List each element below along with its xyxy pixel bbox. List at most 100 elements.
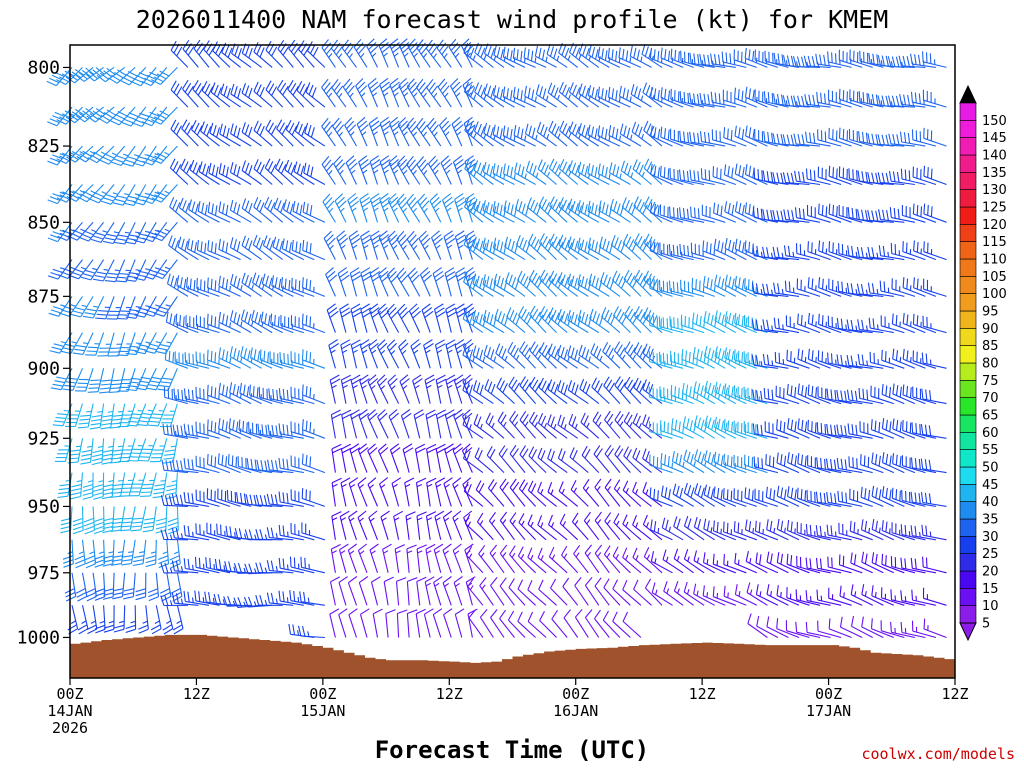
- barb-full: [300, 165, 305, 177]
- wind-barb: [377, 339, 389, 369]
- barb-full: [408, 234, 417, 243]
- barb-full: [282, 424, 285, 435]
- barb-full: [130, 377, 142, 380]
- barb-full: [499, 241, 504, 253]
- wind-barb: [382, 543, 392, 573]
- barb-full: [369, 81, 379, 90]
- barb-full: [132, 517, 144, 520]
- barb-half: [253, 568, 257, 574]
- barb-half: [145, 341, 151, 344]
- wind-barb: [110, 506, 126, 533]
- barb-half: [390, 350, 396, 355]
- barb-full: [489, 165, 494, 177]
- barb-full: [345, 155, 355, 164]
- barb-half: [180, 598, 184, 605]
- barb-full: [255, 562, 260, 573]
- barb-full: [572, 449, 578, 460]
- wind-barb: [293, 161, 315, 185]
- barb-full: [229, 162, 234, 173]
- barb-full: [422, 237, 431, 246]
- barb-staff: [402, 449, 410, 473]
- barb-full: [592, 311, 597, 322]
- barb-full: [502, 163, 506, 174]
- wind-barb: [302, 239, 326, 261]
- barb-full: [378, 342, 388, 351]
- barb-staff: [425, 414, 431, 439]
- barb-full: [399, 120, 408, 129]
- barb-full: [82, 488, 93, 492]
- barb-half: [405, 483, 411, 488]
- barb-full: [445, 303, 456, 310]
- barb-full: [653, 127, 657, 138]
- barb-full: [358, 155, 368, 163]
- wind-barb: [183, 525, 210, 541]
- barb-full: [151, 119, 161, 125]
- barb-half: [360, 53, 365, 58]
- barb-half: [606, 552, 611, 558]
- barb-full: [636, 380, 642, 391]
- barb-full: [623, 411, 630, 422]
- wind-barb: [428, 155, 442, 185]
- barb-full: [538, 377, 544, 388]
- barb-half: [103, 268, 109, 271]
- barb-full: [430, 159, 439, 168]
- barb-full: [418, 82, 426, 92]
- barb-full: [193, 280, 196, 291]
- barb-half: [479, 520, 484, 526]
- barb-full: [141, 121, 152, 127]
- barb-full: [348, 477, 359, 484]
- wind-barb: [329, 608, 340, 638]
- wind-barb: [442, 510, 453, 540]
- wind-barb: [80, 438, 94, 465]
- barb-full: [301, 313, 304, 325]
- barb-full: [523, 276, 529, 286]
- barb-full: [552, 236, 558, 247]
- wind-barb: [294, 121, 315, 147]
- barb-full: [377, 409, 386, 418]
- barb-staff: [380, 516, 389, 540]
- barb-full: [369, 45, 379, 54]
- barb-full: [351, 413, 361, 420]
- barb-full: [86, 592, 97, 598]
- barb-half: [425, 349, 431, 354]
- barb-full: [398, 234, 407, 243]
- wind-barb: [416, 511, 427, 540]
- barb-full: [229, 199, 234, 211]
- barb-full: [123, 588, 135, 592]
- barb-half: [625, 487, 629, 494]
- wind-barb: [445, 339, 457, 369]
- wind-barb: [435, 443, 447, 473]
- barb-full: [309, 280, 312, 291]
- barb-full: [594, 88, 599, 100]
- barb-full: [358, 120, 368, 129]
- barb-staff: [347, 550, 358, 573]
- barb-full: [163, 628, 174, 635]
- barb-full: [518, 513, 525, 523]
- barb-full: [259, 349, 262, 360]
- barb-full: [230, 123, 234, 134]
- wind-barb: [349, 443, 361, 473]
- barb-full: [594, 166, 598, 178]
- barb-full: [143, 525, 154, 529]
- barb-full: [91, 457, 103, 462]
- barb-full: [146, 346, 157, 351]
- barb-full: [309, 44, 316, 54]
- barb-full: [267, 161, 274, 171]
- barb-full: [181, 119, 188, 130]
- wind-barb: [464, 159, 484, 185]
- barb-full: [237, 48, 243, 59]
- barb-full: [386, 339, 396, 348]
- barb-staff: [280, 324, 304, 334]
- barb-full: [367, 443, 376, 452]
- barb-full: [367, 374, 377, 382]
- barb-half: [535, 172, 539, 178]
- barb-full: [301, 419, 304, 430]
- barb-full: [511, 379, 518, 390]
- barb-full: [560, 416, 565, 428]
- barb-full: [100, 426, 111, 430]
- barb-full: [552, 199, 558, 209]
- barb-full: [368, 339, 378, 347]
- barb-full: [527, 233, 534, 244]
- barb-full: [137, 459, 149, 462]
- barb-full: [269, 202, 276, 213]
